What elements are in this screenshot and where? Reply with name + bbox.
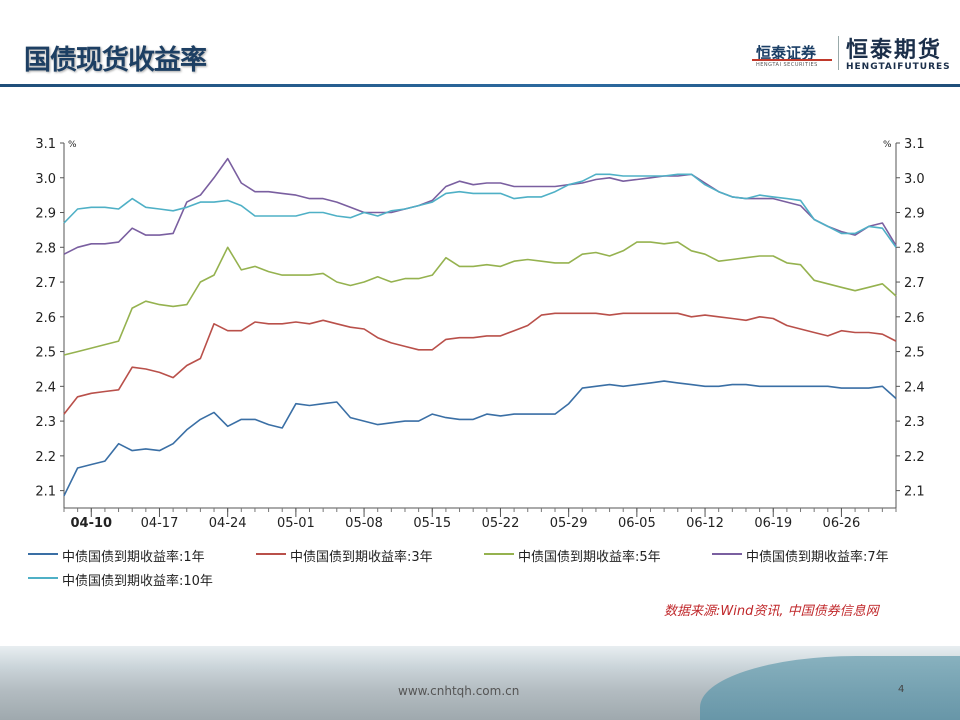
data-source-note: 数据来源:Wind资讯, 中国债券信息网	[664, 604, 879, 619]
legend-label: 中债国债到期收益率:1年	[62, 550, 205, 565]
legend-label: 中债国债到期收益率:3年	[290, 550, 433, 565]
x-tick-label: 04-10	[70, 516, 112, 531]
y-tick-label-left: 3.1	[35, 137, 56, 152]
y-tick-label-right: 2.6	[904, 311, 925, 326]
footer-banner: www.cnhtqh.com.cn 4	[0, 646, 960, 720]
x-tick-label: 06-12	[686, 516, 724, 531]
y-tick-label-left: 2.1	[35, 485, 56, 500]
x-tick-label: 05-01	[277, 516, 315, 531]
y-tick-label-right: 2.8	[904, 241, 925, 256]
y-tick-label-left: 2.4	[35, 380, 56, 395]
y-tick-label-right: 3.1	[904, 137, 925, 152]
futures-logo-en: HENGTAIFUTURES	[846, 62, 951, 72]
securities-logo-bar	[752, 59, 832, 61]
footer-sea-image	[700, 656, 960, 720]
x-tick-label: 05-22	[482, 516, 520, 531]
legend-swatch	[484, 553, 514, 555]
y-tick-label-right: 2.5	[904, 346, 925, 361]
y-tick-label-right: 2.4	[904, 380, 925, 395]
legend-swatch	[28, 577, 58, 579]
y-unit-right: %	[883, 140, 892, 150]
hengtai-securities-logo: 恒泰证券 HENGTAI SECURITIES	[752, 42, 832, 68]
futures-logo-text: 恒泰期货	[846, 38, 943, 63]
y-tick-label-right: 2.9	[904, 207, 925, 222]
legend-swatch	[712, 553, 742, 555]
legend-label: 中债国债到期收益率:10年	[62, 574, 213, 589]
y-tick-label-left: 2.2	[35, 450, 56, 465]
y-tick-label-right: 2.7	[904, 276, 925, 291]
x-tick-label: 06-19	[754, 516, 792, 531]
y-tick-label-right: 2.1	[904, 485, 925, 500]
legend-label: 中债国债到期收益率:7年	[746, 550, 889, 565]
y-tick-label-left: 2.8	[35, 241, 56, 256]
series-line-2	[63, 312, 897, 415]
y-tick-label-left: 2.5	[35, 346, 56, 361]
y-tick-label-left: 2.9	[35, 207, 56, 222]
footer-url: www.cnhtqh.com.cn	[398, 684, 520, 698]
x-tick-label: 05-29	[550, 516, 588, 531]
page-number: 4	[898, 684, 905, 695]
legend-swatch	[256, 553, 286, 555]
y-tick-label-right: 3.0	[904, 172, 925, 187]
x-tick-label: 05-08	[345, 516, 383, 531]
x-tick-label: 05-15	[413, 516, 451, 531]
slide-title: 国债现货收益率	[24, 45, 207, 76]
series-line-3	[63, 241, 897, 356]
securities-logo-text: 恒泰证券	[756, 44, 817, 62]
series-line-1	[63, 380, 897, 497]
y-tick-label-left: 2.3	[35, 415, 56, 430]
logo-divider	[838, 36, 839, 70]
legend-label: 中债国债到期收益率:5年	[518, 550, 661, 565]
hengtai-futures-logo: 恒泰期货 HENGTAIFUTURES	[846, 32, 951, 72]
y-tick-label-right: 2.2	[904, 450, 925, 465]
series-line-5	[63, 173, 897, 248]
series-line-4	[63, 157, 897, 255]
securities-logo-en: HENGTAI SECURITIES	[756, 62, 818, 68]
y-tick-label-left: 2.7	[35, 276, 56, 291]
title-underline	[0, 84, 960, 87]
y-tick-label-left: 3.0	[35, 172, 56, 187]
y-tick-label-right: 2.3	[904, 415, 925, 430]
legend-swatch	[28, 553, 58, 555]
y-tick-label-left: 2.6	[35, 311, 56, 326]
y-unit-left: %	[68, 140, 77, 150]
x-tick-label: 04-24	[209, 516, 247, 531]
x-tick-label: 04-17	[141, 516, 179, 531]
x-tick-label: 06-05	[618, 516, 656, 531]
x-tick-label: 06-26	[823, 516, 861, 531]
